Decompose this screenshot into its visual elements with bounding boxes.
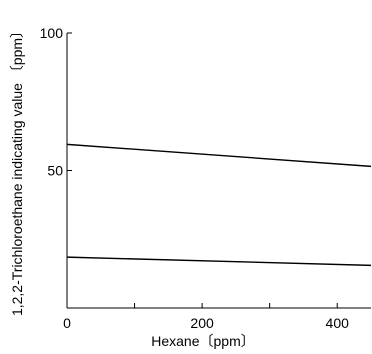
y-axis-label: 1,2,2-Trichloroethane indicating value 〔… <box>9 24 25 316</box>
x-ticks: 0 200 400 <box>63 303 349 331</box>
y-tick-label-100: 100 <box>40 25 64 41</box>
series-line-2 <box>66 256 372 267</box>
y-tick-label-50: 50 <box>47 163 63 179</box>
x-tick-label-400: 400 <box>326 315 350 331</box>
series-line-1 <box>66 143 372 168</box>
x-tick-label-200: 200 <box>190 315 214 331</box>
x-tick-label-0: 0 <box>63 315 71 331</box>
series-layer <box>66 143 372 267</box>
y-ticks: 50 100 <box>40 25 72 309</box>
x-axis-label: Hexane〔ppm〕 <box>151 333 255 349</box>
axes <box>66 33 371 309</box>
